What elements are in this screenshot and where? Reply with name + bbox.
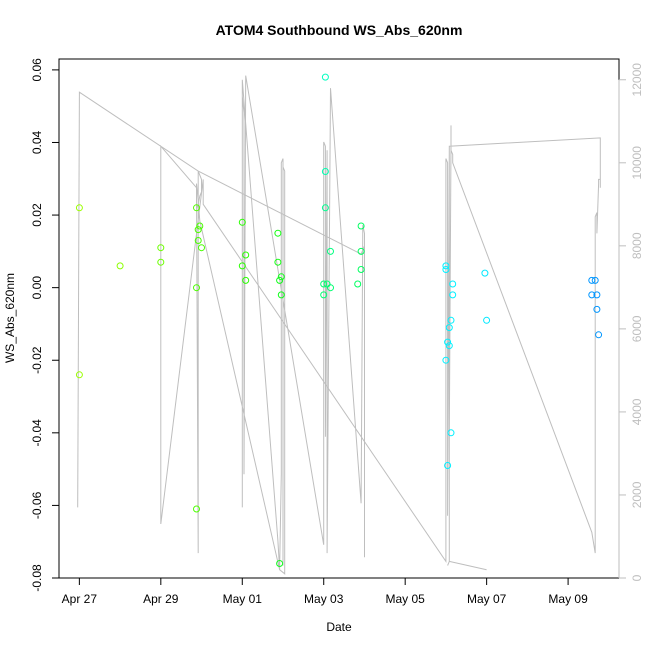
- data-point: [75, 204, 83, 212]
- data-point: [193, 204, 200, 212]
- data-point: [274, 258, 282, 266]
- y2-tick-label: 0: [630, 574, 644, 581]
- x-axis-label: Date: [326, 620, 352, 634]
- x-tick-label: May 09: [548, 592, 588, 606]
- data-point: [357, 247, 365, 255]
- data-point: [442, 266, 450, 273]
- data-point: [444, 338, 452, 346]
- data-point: [483, 316, 491, 324]
- y2-tick-label: 8000: [630, 232, 644, 259]
- y2-tick-label: 4000: [630, 398, 644, 425]
- data-point: [238, 218, 246, 226]
- series-line: [77, 75, 601, 575]
- y2-tick-label: 12000: [630, 63, 644, 97]
- data-point: [75, 371, 83, 379]
- data-point: [593, 291, 601, 299]
- data-point: [320, 291, 328, 299]
- y-tick-label: -0.04: [30, 419, 44, 447]
- data-point: [481, 269, 489, 277]
- y2-axis: 0 2000 4000 6000 8000 10000 12000: [618, 63, 644, 581]
- data-point: [595, 331, 603, 339]
- data-point: [357, 222, 365, 230]
- data-point: [354, 280, 362, 288]
- x-tick-label: May 05: [386, 592, 426, 606]
- data-point: [442, 356, 450, 364]
- data-point: [157, 258, 165, 266]
- data-point: [321, 204, 329, 212]
- data-point: [277, 273, 285, 281]
- plot-frame: [58, 58, 620, 579]
- data-point: [327, 284, 334, 292]
- data-point: [277, 291, 285, 299]
- y2-tick-label: 2000: [630, 481, 644, 508]
- secondary-line-layer: [77, 75, 601, 575]
- data-point: [274, 229, 282, 237]
- y2-tick-label: 10000: [630, 146, 644, 180]
- x-tick-label: May 01: [223, 592, 263, 606]
- chart-title: ATOM4 Southbound WS_Abs_620nm: [216, 22, 463, 38]
- data-point: [193, 284, 200, 292]
- data-point: [198, 244, 205, 252]
- data-point: [442, 262, 450, 270]
- data-point: [321, 73, 329, 81]
- data-point: [444, 462, 452, 469]
- data-point: [445, 324, 453, 332]
- data-point: [447, 429, 455, 437]
- data-point: [276, 276, 284, 284]
- data-point: [193, 505, 200, 513]
- x-axis: Apr 27 Apr 29 May 01 May 03 May 05 May 07 May …: [62, 577, 588, 606]
- y-tick-label: 0.02: [30, 203, 44, 227]
- x-tick-label: Apr 27: [62, 592, 98, 606]
- points-layer: [75, 73, 603, 567]
- data-point: [449, 280, 457, 288]
- data-point: [321, 168, 329, 175]
- data-point: [588, 291, 596, 299]
- data-point: [593, 305, 601, 313]
- y-tick-label: -0.06: [30, 491, 44, 519]
- y-axis: -0.08 -0.06 -0.04 -0.02 0.00 0.02 0.04 0.06: [30, 58, 60, 592]
- data-point: [320, 280, 328, 288]
- data-point: [242, 251, 250, 259]
- y-tick-label: 0.00: [30, 276, 44, 300]
- data-point: [242, 276, 250, 284]
- y-tick-label: -0.08: [30, 564, 44, 592]
- data-point: [327, 247, 334, 255]
- x-tick-label: May 07: [467, 592, 507, 606]
- data-point: [445, 342, 453, 350]
- y2-tick-label: 6000: [630, 315, 644, 342]
- y-tick-label: 0.06: [30, 58, 44, 82]
- x-tick-label: Apr 29: [143, 592, 179, 606]
- data-point: [447, 316, 455, 324]
- data-point: [449, 291, 457, 299]
- data-point: [157, 244, 165, 252]
- data-point: [276, 560, 284, 567]
- data-point: [116, 262, 124, 270]
- data-point: [194, 226, 202, 234]
- y-tick-label: 0.04: [30, 130, 44, 154]
- data-point: [591, 276, 599, 284]
- data-point: [238, 262, 246, 270]
- y-tick-label: -0.02: [30, 346, 44, 374]
- data-point: [357, 266, 365, 273]
- data-point: [194, 237, 202, 244]
- x-tick-label: May 03: [304, 592, 344, 606]
- data-point: [196, 222, 204, 230]
- data-point: [588, 276, 596, 284]
- y-axis-label: WS_Abs_620nm: [3, 273, 17, 363]
